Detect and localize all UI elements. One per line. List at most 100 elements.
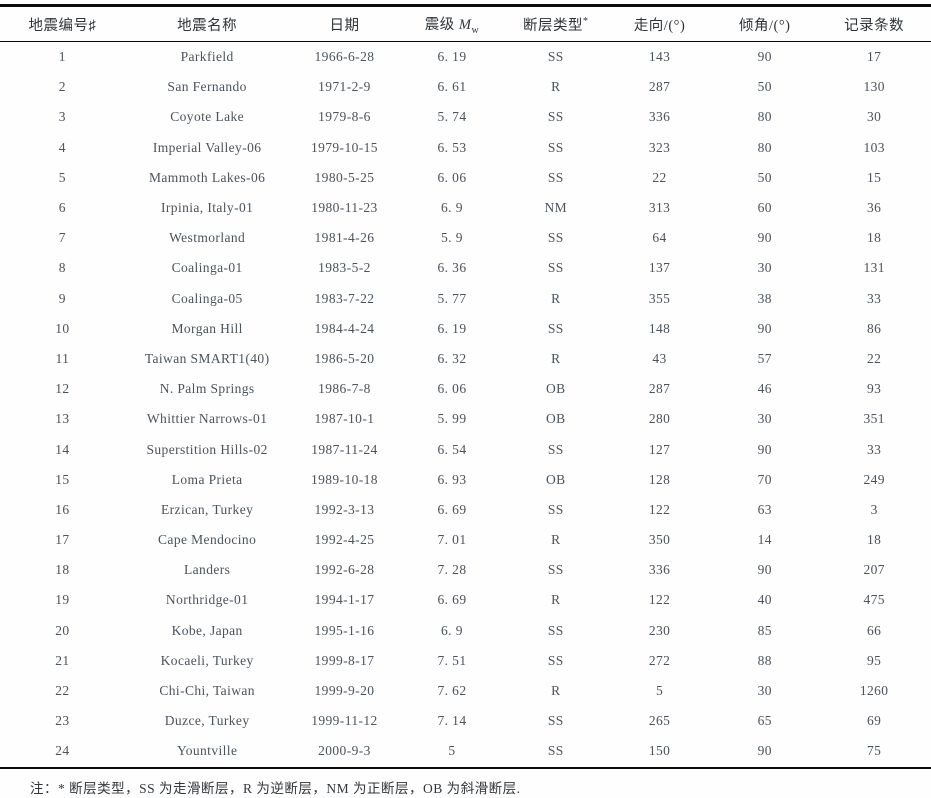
cell-dip: 90	[757, 49, 772, 65]
cell-record_count: 86	[867, 320, 882, 336]
cell-magnitude: 5. 74	[437, 109, 467, 125]
cell-name: Superstition Hills-02	[146, 441, 268, 457]
cell-dip: 90	[757, 562, 772, 578]
cell-magnitude: 7. 28	[437, 562, 467, 578]
table-row: 5 Mammoth Lakes-06 1980-5-25 6. 06 SS 22 50 15	[0, 163, 931, 193]
cell-name: Coyote Lake	[170, 109, 245, 125]
cell-magnitude: 6. 69	[437, 501, 467, 517]
cell-magnitude: 6. 32	[437, 350, 467, 366]
cell-fault_type: NM	[544, 200, 568, 216]
cell-fault_type: R	[551, 532, 561, 548]
cell-fault_type: SS	[547, 260, 564, 276]
cell-strike: 5	[655, 683, 664, 699]
cell-strike: 336	[648, 109, 671, 125]
cell-magnitude: 6. 19	[437, 320, 467, 336]
cell-no: 24	[55, 743, 70, 759]
table-row: 18 Landers 1992-6-28 7. 28 SS 336 90 207	[0, 555, 931, 585]
table-row: 11 Taiwan SMART1(40) 1986-5-20 6. 32 R 43 57 22	[0, 344, 931, 374]
cell-date: 1979-8-6	[318, 109, 371, 125]
table-row: 16 Erzican, Turkey 1992-3-13 6. 69 SS 122 63 3	[0, 495, 931, 525]
cell-name: Erzican, Turkey	[161, 501, 254, 517]
cell-record_count: 30	[867, 109, 882, 125]
cell-name: Northridge-01	[165, 592, 249, 608]
cell-name: Taiwan SMART1(40)	[144, 350, 270, 366]
table-row: 21 Kocaeli, Turkey 1999-8-17 7. 51 SS 272 88 95	[0, 646, 931, 676]
cell-fault_type: SS	[547, 713, 564, 729]
cell-name: Yountville	[176, 743, 238, 759]
cell-record_count: 131	[863, 260, 885, 276]
cell-date: 1966-6-28	[314, 49, 375, 65]
col-header-record_count: 记录条数	[817, 7, 931, 42]
cell-date: 1981-4-26	[314, 230, 375, 246]
cell-no: 3	[58, 109, 66, 125]
cell-fault_type: OB	[545, 471, 566, 487]
cell-dip: 14	[757, 532, 772, 548]
cell-fault_type: OB	[545, 411, 566, 427]
cell-record_count: 18	[867, 230, 882, 246]
cell-magnitude: 5. 9	[441, 230, 463, 246]
cell-magnitude: 5. 99	[437, 411, 467, 427]
cell-date: 1980-5-25	[314, 169, 375, 185]
cell-name: Kobe, Japan	[171, 622, 243, 638]
cell-no: 20	[55, 622, 70, 638]
cell-name: Coalinga-01	[171, 260, 243, 276]
cell-dip: 38	[757, 290, 772, 306]
cell-date: 1986-5-20	[314, 350, 375, 366]
table-row: 23 Duzce, Turkey 1999-11-12 7. 14 SS 265 65 69	[0, 706, 931, 736]
cell-dip: 90	[757, 743, 772, 759]
cell-dip: 88	[757, 652, 772, 668]
cell-strike: 265	[648, 713, 671, 729]
cell-magnitude: 6. 06	[437, 169, 467, 185]
table-row: 8 Coalinga-01 1983-5-2 6. 36 SS 137 30 131	[0, 253, 931, 283]
earthquake-table: 地震编号♯ 地震名称 日期 震级 Mw 断层类型* 走向/(°) 倾角/(°) 记录条数 1 P…	[0, 7, 931, 767]
cell-strike: 323	[648, 139, 671, 155]
cell-strike: 280	[648, 411, 671, 427]
cell-strike: 313	[648, 200, 671, 216]
table-row: 14 Superstition Hills-02 1987-11-24 6. 54 SS…	[0, 434, 931, 464]
table-row: 6 Irpinia, Italy-01 1980-11-23 6. 9 NM 313 60 3…	[0, 193, 931, 223]
cell-dip: 63	[757, 501, 772, 517]
table-row: 3 Coyote Lake 1979-8-6 5. 74 SS 336 80 30	[0, 102, 931, 132]
cell-strike: 148	[648, 320, 671, 336]
cell-record_count: 207	[863, 562, 885, 578]
cell-date: 1999-8-17	[314, 652, 375, 668]
cell-date: 1992-4-25	[314, 532, 375, 548]
table-row: 24 Yountville 2000-9-3 5 SS 150 90 75	[0, 736, 931, 766]
table-body: 1 Parkfield 1966-6-28 6. 19 SS 143 90 17 2 San Fe…	[0, 42, 931, 767]
cell-magnitude: 6. 93	[437, 471, 467, 487]
cell-fault_type: SS	[547, 49, 564, 65]
cell-strike: 122	[648, 501, 671, 517]
cell-date: 1980-11-23	[311, 200, 378, 216]
cell-strike: 137	[648, 260, 671, 276]
cell-name: Loma Prieta	[171, 471, 243, 487]
cell-magnitude: 6. 53	[437, 139, 467, 155]
cell-name: Duzce, Turkey	[164, 713, 250, 729]
cell-strike: 22	[652, 169, 667, 185]
cell-name: San Fernando	[167, 79, 247, 95]
table-row: 7 Westmorland 1981-4-26 5. 9 SS 64 90 18	[0, 223, 931, 253]
col-header-date: 日期	[289, 7, 400, 42]
cell-record_count: 15	[867, 169, 882, 185]
cell-dip: 30	[757, 683, 772, 699]
cell-dip: 85	[757, 622, 772, 638]
cell-dip: 57	[757, 350, 772, 366]
cell-name: Whittier Narrows-01	[146, 411, 268, 427]
cell-no: 2	[58, 79, 66, 95]
cell-date: 1995-1-16	[314, 622, 375, 638]
cell-no: 10	[55, 320, 70, 336]
cell-magnitude: 6. 06	[437, 381, 467, 397]
cell-date: 1999-11-12	[311, 713, 378, 729]
cell-strike: 43	[652, 350, 667, 366]
cell-dip: 90	[757, 320, 772, 336]
table-row: 15 Loma Prieta 1989-10-18 6. 93 OB 128 70 249	[0, 465, 931, 495]
cell-strike: 287	[648, 381, 671, 397]
cell-fault_type: R	[551, 290, 561, 306]
cell-no: 11	[55, 350, 70, 366]
cell-no: 18	[55, 562, 70, 578]
cell-magnitude: 7. 01	[437, 532, 467, 548]
cell-name: Chi-Chi, Taiwan	[159, 683, 255, 699]
cell-date: 1987-10-1	[314, 411, 375, 427]
cell-no: 22	[55, 683, 70, 699]
cell-fault_type: SS	[547, 320, 564, 336]
table-row: 12 N. Palm Springs 1986-7-8 6. 06 OB 287 46 93	[0, 374, 931, 404]
